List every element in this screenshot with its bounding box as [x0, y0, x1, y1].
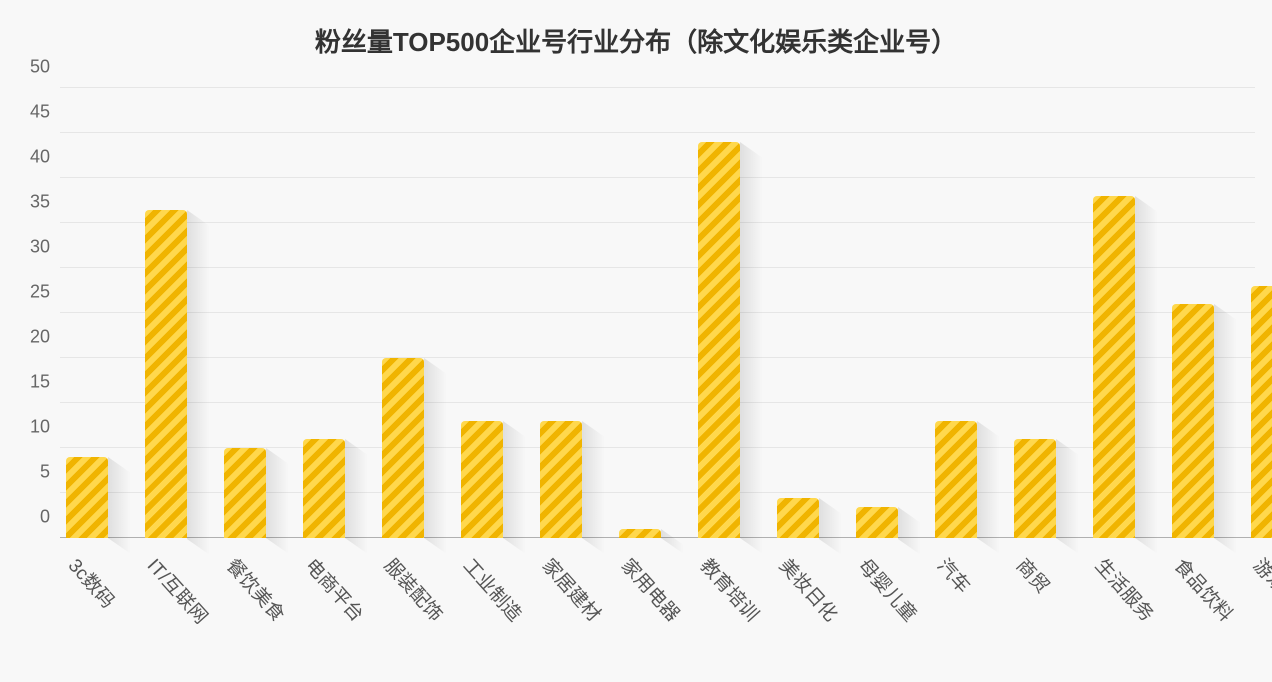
bar-chart: 粉丝量TOP500企业号行业分布（除文化娱乐类企业号） 0 5 10 15 20 25 30…	[0, 0, 1272, 682]
bar-group: 工业制造	[461, 421, 503, 538]
bar-group: 美妆日化	[777, 498, 819, 539]
bar	[145, 210, 187, 539]
x-tick-label: 游戏	[1248, 552, 1272, 598]
bar-shadow	[503, 421, 526, 554]
bar	[935, 421, 977, 538]
grid-line	[60, 267, 1255, 268]
grid-line	[60, 357, 1255, 358]
bar	[461, 421, 503, 538]
chart-title: 粉丝量TOP500企业号行业分布（除文化娱乐类企业号）	[0, 22, 1272, 59]
y-tick-label: 0	[40, 507, 50, 528]
bar-group: 母婴儿童	[856, 507, 898, 539]
bar-group: 游戏	[1251, 286, 1272, 538]
x-tick-label: 电商平台	[300, 552, 371, 627]
bar	[224, 448, 266, 538]
y-tick-label: 25	[30, 282, 50, 303]
y-tick-label: 15	[30, 372, 50, 393]
x-tick-label: 家用电器	[616, 552, 687, 627]
bar-shadow	[1056, 439, 1079, 554]
plot-area: 051015202530354045503c数码IT/互联网餐饮美食电商平台服装…	[60, 88, 1255, 538]
bar	[1014, 439, 1056, 538]
x-tick-label: 母婴儿童	[853, 552, 924, 627]
y-tick-label: 30	[30, 237, 50, 258]
bar	[777, 498, 819, 539]
x-tick-label: 家居建材	[537, 552, 608, 627]
bar-shadow	[108, 457, 131, 554]
x-tick-label: 服装配饰	[379, 552, 450, 627]
grid-line	[60, 222, 1255, 223]
bar-group: 家用电器	[619, 529, 661, 538]
y-tick-label: 45	[30, 102, 50, 123]
bar-shadow	[661, 529, 684, 554]
bar	[619, 529, 661, 538]
bar	[1251, 286, 1272, 538]
bar-group: 餐饮美食	[224, 448, 266, 538]
bar	[382, 358, 424, 538]
bar-group: IT/互联网	[145, 210, 187, 539]
bar	[1093, 196, 1135, 538]
y-tick-label: 10	[30, 417, 50, 438]
bar-group: 汽车	[935, 421, 977, 538]
bar-group: 食品饮料	[1172, 304, 1214, 538]
bar-shadow	[1214, 304, 1237, 554]
bar-group: 商贸	[1014, 439, 1056, 538]
y-tick-label: 5	[40, 462, 50, 483]
x-tick-label: 食品饮料	[1169, 552, 1240, 627]
bar	[540, 421, 582, 538]
bar-shadow	[740, 142, 763, 554]
grid-line	[60, 402, 1255, 403]
bar-shadow	[977, 421, 1000, 554]
bar-group: 3c数码	[66, 457, 108, 538]
grid-line	[60, 87, 1255, 88]
x-tick-label: 汽车	[932, 552, 978, 598]
bar	[1172, 304, 1214, 538]
x-tick-label: 教育培训	[695, 552, 766, 627]
x-tick-label: IT/互联网	[142, 552, 215, 629]
bar-group: 生活服务	[1093, 196, 1135, 538]
y-tick-label: 40	[30, 147, 50, 168]
x-tick-label: 生活服务	[1090, 552, 1161, 627]
y-tick-label: 35	[30, 192, 50, 213]
x-tick-label: 3c数码	[63, 552, 122, 613]
bar-shadow	[898, 507, 921, 555]
y-tick-label: 20	[30, 327, 50, 348]
grid-line	[60, 312, 1255, 313]
bar-shadow	[819, 498, 842, 555]
bar-shadow	[345, 439, 368, 554]
grid-line	[60, 132, 1255, 133]
bar-group: 教育培训	[698, 142, 740, 538]
bar-group: 服装配饰	[382, 358, 424, 538]
x-tick-label: 餐饮美食	[221, 552, 292, 627]
bar	[66, 457, 108, 538]
bar-shadow	[1135, 196, 1158, 554]
x-tick-label: 美妆日化	[774, 552, 845, 627]
bar-group: 电商平台	[303, 439, 345, 538]
bar	[856, 507, 898, 539]
x-tick-label: 工业制造	[458, 552, 529, 627]
bar-group: 家居建材	[540, 421, 582, 538]
bar-shadow	[424, 358, 447, 554]
bar	[698, 142, 740, 538]
bar	[303, 439, 345, 538]
y-tick-label: 50	[30, 57, 50, 78]
bar-shadow	[187, 210, 210, 555]
grid-line	[60, 177, 1255, 178]
x-tick-label: 商贸	[1011, 552, 1057, 598]
bar-shadow	[582, 421, 605, 554]
bar-shadow	[266, 448, 289, 554]
